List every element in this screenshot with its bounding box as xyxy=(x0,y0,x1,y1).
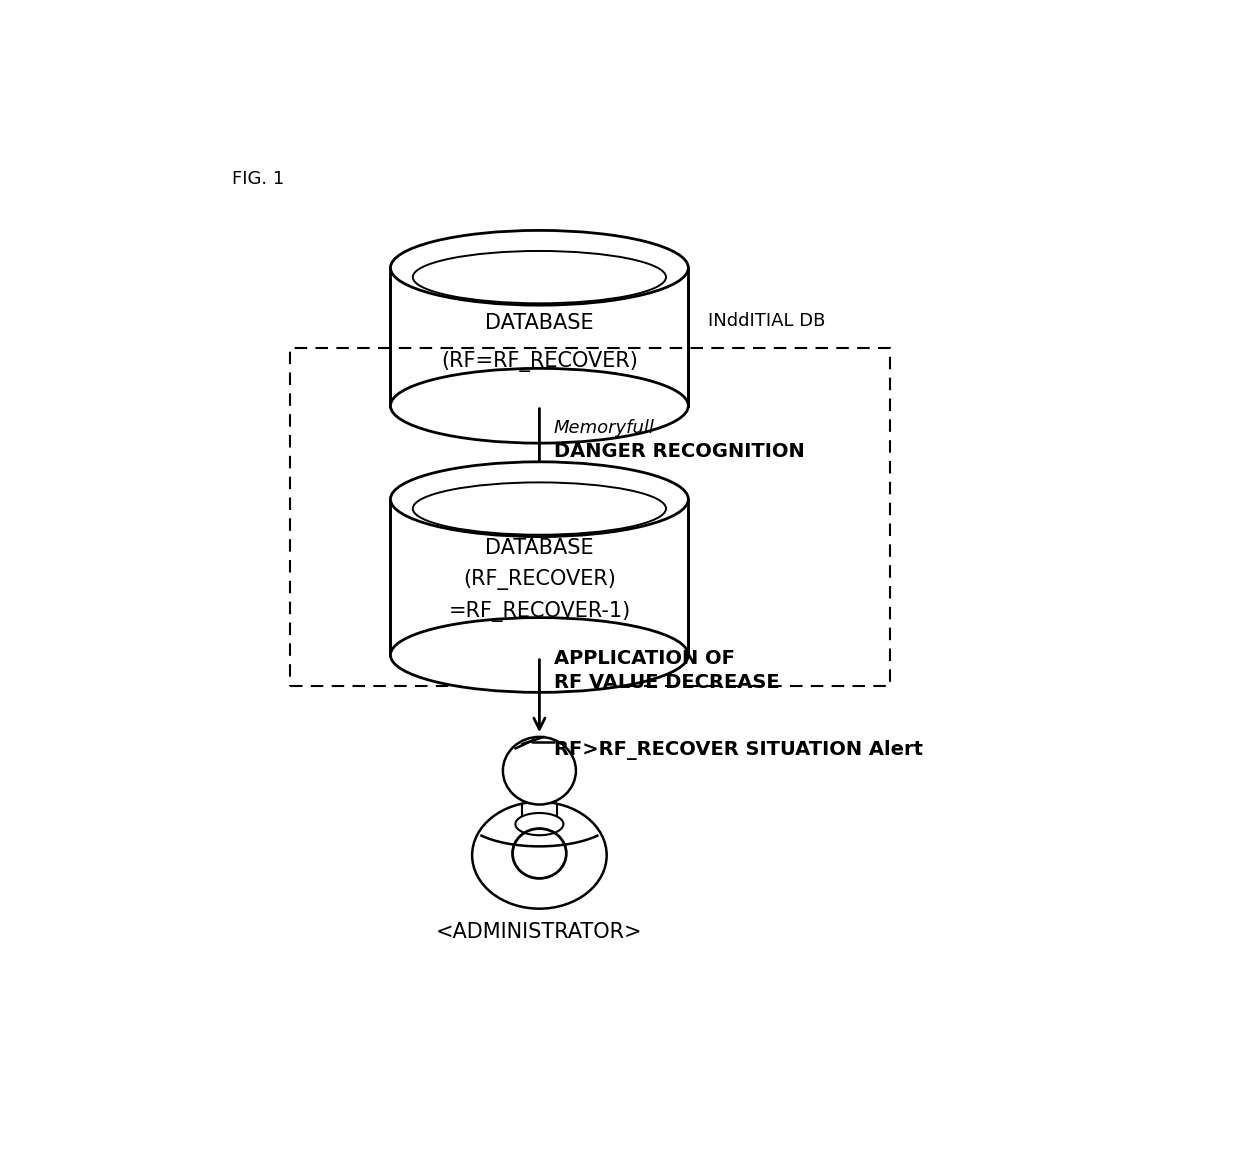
Text: <ADMINISTRATOR>: <ADMINISTRATOR> xyxy=(436,922,642,942)
Text: (RF=RF_RECOVER): (RF=RF_RECOVER) xyxy=(441,351,637,372)
Ellipse shape xyxy=(391,369,688,443)
Polygon shape xyxy=(391,511,688,655)
Text: FIG. 1: FIG. 1 xyxy=(232,170,284,188)
Text: APPLICATION OF: APPLICATION OF xyxy=(554,650,734,668)
Text: DATABASE: DATABASE xyxy=(485,313,594,333)
Ellipse shape xyxy=(391,230,688,305)
Bar xyxy=(290,348,890,687)
Ellipse shape xyxy=(391,462,688,536)
Ellipse shape xyxy=(516,813,563,836)
Text: INddITIAL DB: INddITIAL DB xyxy=(708,312,825,331)
Text: RF>RF_RECOVER SITUATION Alert: RF>RF_RECOVER SITUATION Alert xyxy=(554,740,923,759)
Circle shape xyxy=(503,736,575,805)
Text: RF VALUE DECREASE: RF VALUE DECREASE xyxy=(554,674,780,692)
Ellipse shape xyxy=(391,617,688,692)
Text: Memoryfull: Memoryfull xyxy=(554,418,655,437)
Ellipse shape xyxy=(472,802,606,909)
Text: DATABASE: DATABASE xyxy=(485,538,594,557)
Polygon shape xyxy=(391,279,688,406)
Text: (RF_RECOVER): (RF_RECOVER) xyxy=(463,569,616,591)
Text: DANGER RECOGNITION: DANGER RECOGNITION xyxy=(554,442,805,461)
Text: =RF_RECOVER-1): =RF_RECOVER-1) xyxy=(449,601,630,622)
